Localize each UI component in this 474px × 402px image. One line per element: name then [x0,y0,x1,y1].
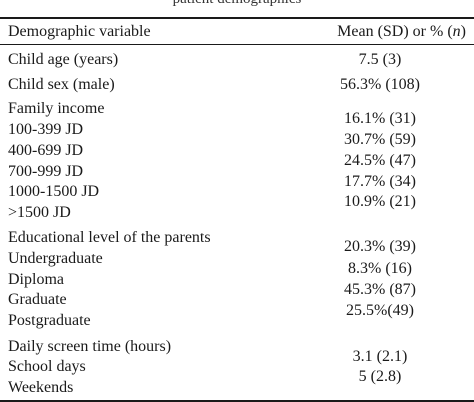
row-value-income-400-699: 30.7% (59) [344,131,416,148]
group-label-education: Educational level of the parents [8,229,211,246]
row-value-income-700-999: 24.5% (47) [344,152,416,169]
row-value-school-days: 3.1 (2.1) [352,348,408,365]
header-rule [0,44,474,45]
bottom-rule [0,400,474,402]
row-label-school-days: School days [8,358,86,375]
row-value-income-1000-1500: 17.7% (34) [344,173,416,190]
header-demographic-variable: Demographic variable [8,23,151,40]
row-label-child-age: Child age (years) [8,51,119,68]
row-label-income-700-999: 700-999 JD [8,163,84,180]
header-mean-sd-or-percent: Mean (SD) or % (n) [337,23,466,40]
table-caption: patient demographics [0,0,474,8]
row-label-income-100-399: 100-399 JD [8,121,84,138]
row-value-edu-undergraduate: 20.3% (39) [344,238,416,255]
row-value-income-100-399: 16.1% (31) [344,110,416,127]
group-label-family-income: Family income [8,100,105,117]
row-label-income-over-1500: >1500 JD [8,204,71,221]
row-label-child-sex: Child sex (male) [8,76,115,93]
row-value-edu-postgraduate: 25.5%(49) [346,302,414,319]
row-label-edu-diploma: Diploma [8,271,64,288]
row-value-weekends: 5 (2.8) [358,368,402,385]
group-label-screen-time: Daily screen time (hours) [8,338,172,355]
row-value-income-over-1500: 10.9% (21) [344,193,416,210]
row-value-child-age: 7.5 (3) [358,51,402,68]
row-value-edu-graduate: 45.3% (87) [344,281,416,298]
row-label-income-1000-1500: 1000-1500 JD [8,183,100,200]
row-label-weekends: Weekends [8,379,74,396]
top-rule [0,17,474,19]
row-label-edu-undergraduate: Undergraduate [8,250,103,267]
row-label-edu-graduate: Graduate [8,291,67,308]
row-value-child-sex: 56.3% (108) [340,76,420,93]
row-label-edu-postgraduate: Postgraduate [8,312,91,329]
row-value-edu-diploma: 8.3% (16) [348,260,412,277]
row-label-income-400-699: 400-699 JD [8,142,84,159]
